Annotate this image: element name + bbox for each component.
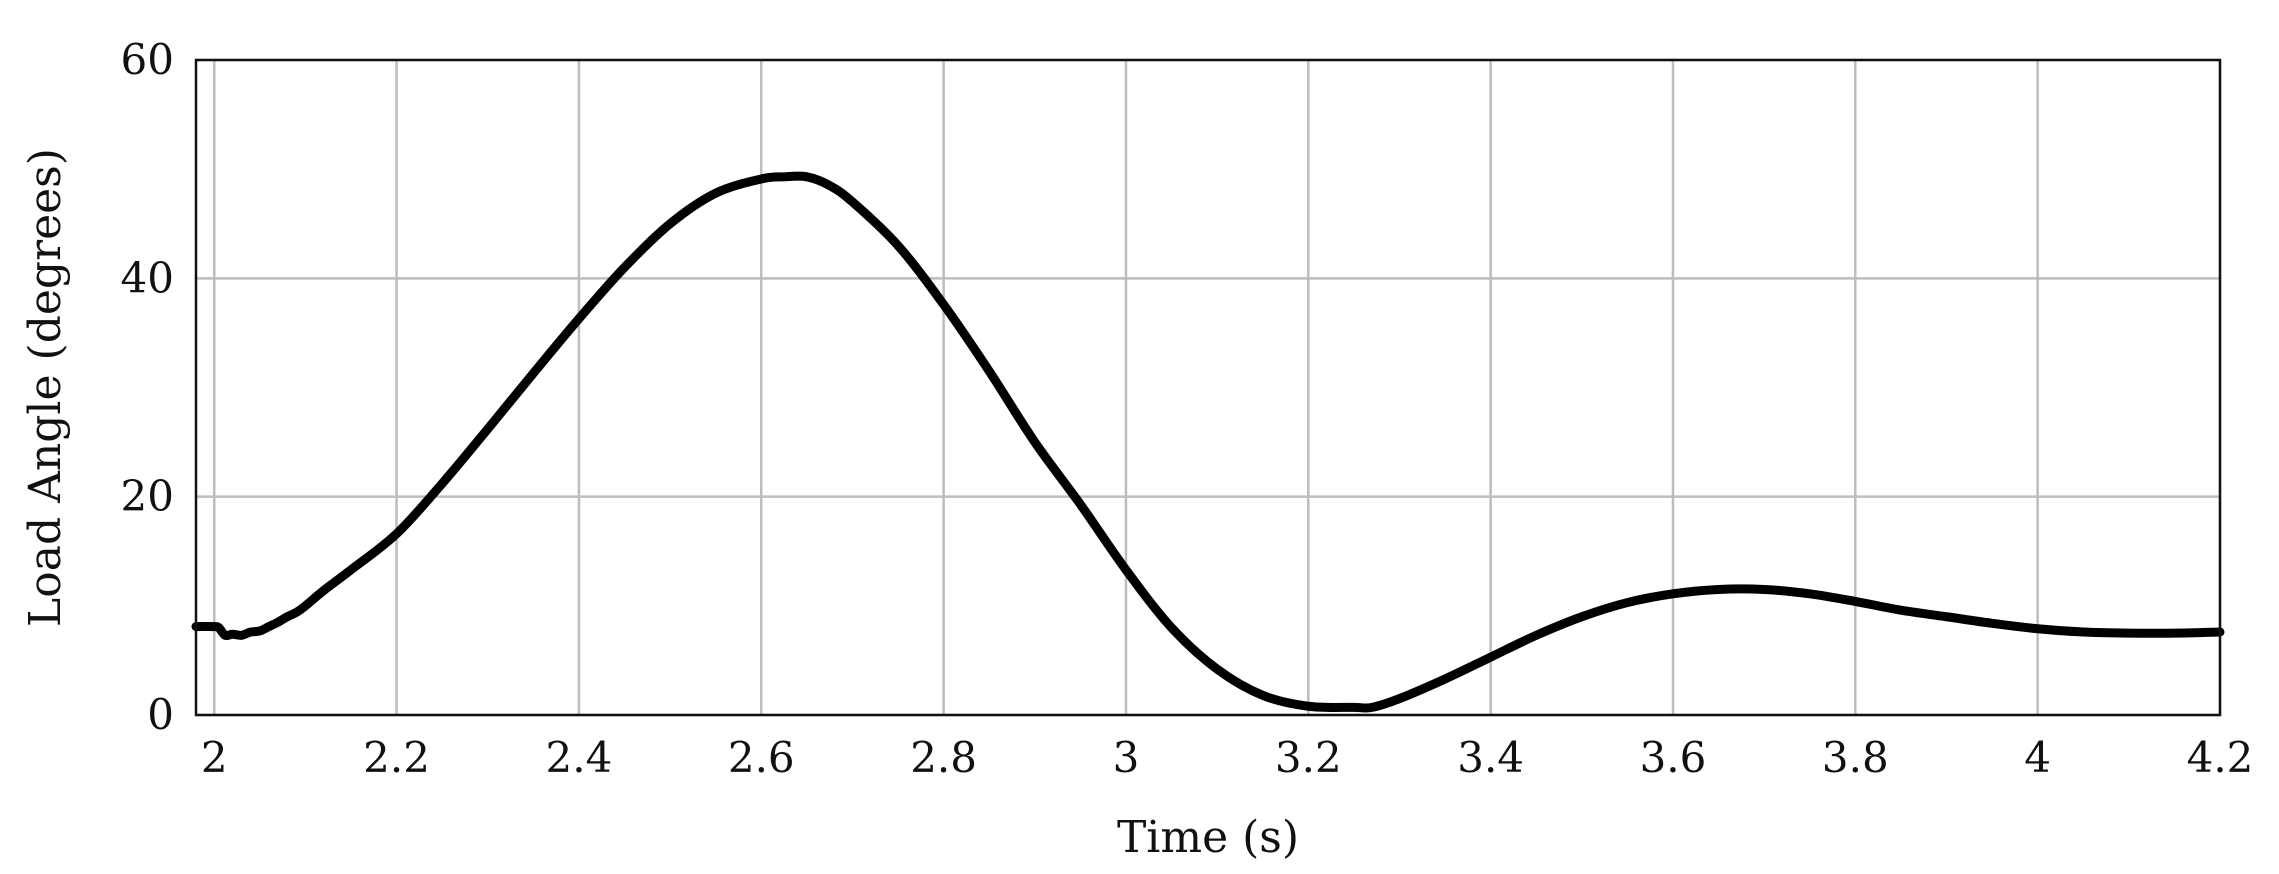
x-tick-label: 3 <box>1113 733 1140 782</box>
x-tick-label: 2.8 <box>910 733 977 782</box>
tick-labels: 2 2.2 2.4 2.6 2.8 3 3.2 3.4 3.6 3.8 4 4.2 0 20 40 60 <box>121 35 2254 782</box>
x-tick-label: 3.2 <box>1275 733 1342 782</box>
x-tick-label: 2.6 <box>728 733 795 782</box>
x-tick-label: 3.8 <box>1822 733 1889 782</box>
x-tick-label: 3.4 <box>1457 733 1524 782</box>
y-tick-label: 40 <box>121 253 174 302</box>
load-angle-series-line <box>191 171 2225 713</box>
y-tick-label: 0 <box>147 690 174 739</box>
y-axis-title: Load Angle (degrees) <box>20 148 71 627</box>
y-tick-label: 20 <box>121 472 174 521</box>
plot-frame <box>194 58 2222 717</box>
series-layer <box>191 171 2225 713</box>
x-tick-label: 3.6 <box>1640 733 1707 782</box>
x-tick-label: 2.4 <box>546 733 613 782</box>
y-tick-label: 60 <box>121 35 174 84</box>
x-tick-label: 2 <box>201 733 228 782</box>
x-tick-label: 4 <box>2024 733 2051 782</box>
x-tick-label: 4.2 <box>2187 733 2254 782</box>
x-tick-label: 2.2 <box>363 733 430 782</box>
x-axis-title: Time (s) <box>1117 812 1299 863</box>
